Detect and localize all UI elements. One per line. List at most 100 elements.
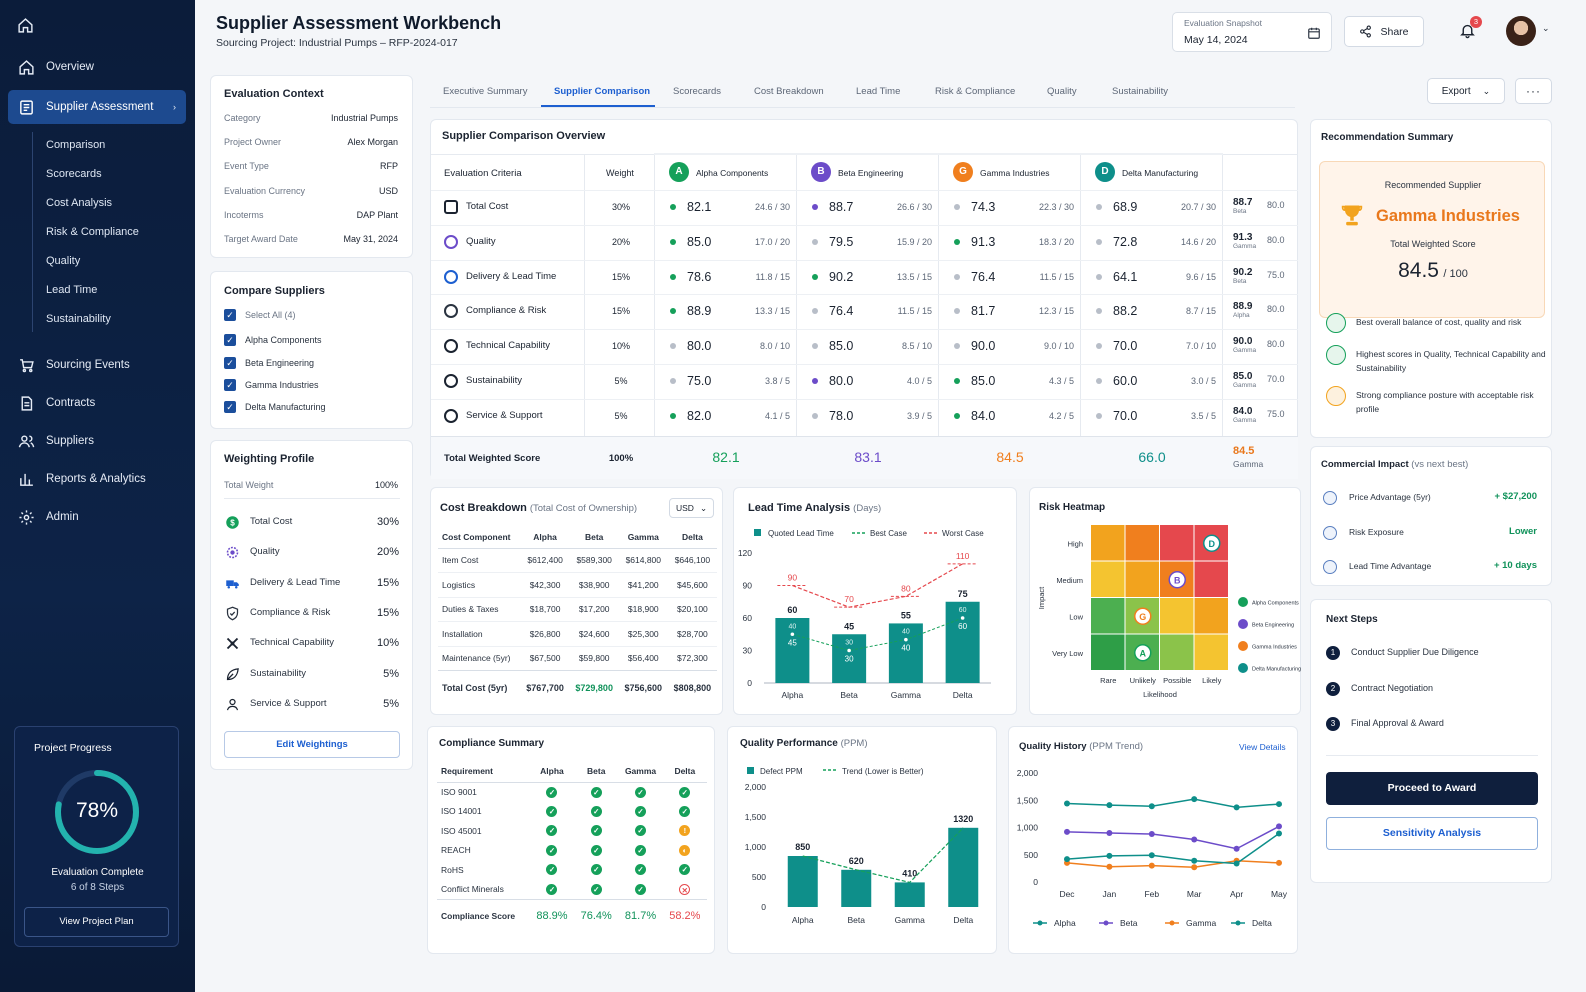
supplier-checkbox[interactable]: ✓: [224, 401, 236, 414]
view-project-plan-button[interactable]: View Project Plan: [24, 907, 169, 937]
worst-case-label: 80: [901, 583, 911, 593]
cost-cell: $26,800: [520, 621, 570, 646]
sidebar-subitem-risk-compliance[interactable]: Risk & Compliance: [46, 226, 139, 238]
compliance-header: Requirement: [437, 760, 530, 783]
quality-history-chart: 0 500 1,000 1,500 2,000 Dec Jan Feb Mar Apr May Alp…: [1017, 768, 1288, 928]
total-score-value: 84.5: [1398, 259, 1439, 282]
worst-case-line: [792, 563, 963, 608]
risk-marker[interactable]: [1134, 644, 1152, 662]
y-tick: 2,000: [1017, 768, 1039, 778]
share-button[interactable]: Share: [1344, 16, 1424, 47]
target-score: 80.0: [1267, 304, 1285, 315]
sidebar-subitem-scorecards[interactable]: Scorecards: [46, 168, 102, 180]
legend-swatch: [1169, 920, 1175, 926]
tab-sustainability[interactable]: Sustainability: [1112, 86, 1168, 97]
legend-label: Alpha: [1054, 918, 1076, 928]
sidebar-item-overview[interactable]: Overview: [8, 50, 186, 84]
criteria-label: Service & Support: [466, 409, 543, 421]
select-all-checkbox[interactable]: ✓: [224, 309, 236, 321]
weight-label: Quality: [250, 546, 280, 558]
supplier-checkbox[interactable]: ✓: [224, 334, 236, 347]
supplier-checkbox[interactable]: ✓: [224, 378, 236, 391]
tab-risk-compliance[interactable]: Risk & Compliance: [935, 86, 1016, 97]
view-details-link[interactable]: View Details: [1239, 742, 1286, 752]
tab-lead-time[interactable]: Lead Time: [856, 86, 901, 97]
weighted-points: 8.7 / 15: [1185, 306, 1216, 317]
sidebar-subitem-cost-analysis[interactable]: Cost Analysis: [46, 197, 113, 209]
sidebar-item-suppliers[interactable]: Suppliers: [8, 424, 186, 458]
score-indicator-dot: [954, 238, 960, 245]
compliance-score: 58.2%: [662, 898, 707, 933]
tab-supplier-comparison[interactable]: Supplier Comparison: [554, 86, 651, 97]
risk-marker[interactable]: [1134, 607, 1152, 625]
trophy-icon: [1341, 205, 1363, 226]
weighted-points: 12.3 / 15: [1038, 306, 1074, 317]
check-icon: ✓: [679, 786, 691, 798]
cost-cell: $25,300: [618, 621, 668, 646]
sidebar-item-label: Supplier Assessment: [46, 101, 154, 113]
sidebar-item-sourcing-events[interactable]: Sourcing Events: [8, 348, 186, 382]
tab-quality[interactable]: Quality: [1047, 86, 1077, 97]
sidebar-item-supplier-assessment[interactable]: Supplier Assessment ›: [8, 90, 186, 124]
export-button[interactable]: Export ⌄: [1427, 78, 1505, 104]
sidebar-item-contracts[interactable]: Contracts: [8, 386, 186, 420]
risk-marker[interactable]: [1203, 534, 1221, 552]
snapshot-picker[interactable]: Evaluation Snapshot May 14, 2024: [1172, 12, 1332, 52]
defect-bar: [948, 827, 979, 907]
total-weighted-score: 83.1: [854, 449, 882, 465]
score-indicator-dot: [1096, 412, 1102, 419]
best-supplier: Gamma: [1233, 416, 1257, 424]
sidebar-item-label: Suppliers: [46, 435, 94, 447]
notification-badge: 3: [1470, 16, 1482, 28]
sidebar-subitem-lead-time[interactable]: Lead Time: [46, 284, 98, 296]
requirement-label: ISO 45001: [441, 825, 482, 836]
cost-note: (Total Cost of Ownership): [529, 503, 638, 514]
x-tick: Beta: [848, 915, 866, 925]
more-button[interactable]: ···: [1515, 78, 1552, 104]
legend-label: Gamma: [1186, 918, 1217, 928]
y-tick: 0: [1033, 877, 1038, 887]
sidebar-item-reports[interactable]: Reports & Analytics: [8, 462, 186, 496]
target-score: 75.0: [1267, 408, 1285, 419]
risk-marker[interactable]: [1168, 571, 1186, 589]
compliance-summary-card: Compliance Summary Requirement Alpha Beta G…: [427, 726, 715, 954]
shield-icon: [444, 304, 458, 319]
currency-select[interactable]: USD ⌄: [669, 498, 714, 518]
sidebar-subitem-quality[interactable]: Quality: [46, 255, 81, 267]
history-point: [1276, 830, 1282, 837]
x-tick: Apr: [1230, 889, 1243, 899]
tab-scorecards[interactable]: Scorecards: [673, 86, 722, 97]
sidebar-subitem-sustainability[interactable]: Sustainability: [46, 313, 111, 325]
cost-cell: $59,800: [569, 645, 619, 671]
notifications-button[interactable]: 3: [1459, 16, 1482, 42]
history-point: [1064, 828, 1070, 835]
legend-label: Delta: [1252, 918, 1272, 928]
sensitivity-analysis-button[interactable]: Sensitivity Analysis: [1326, 817, 1538, 850]
history-point: [1064, 856, 1070, 863]
likelihood-level-label: Possible: [1163, 676, 1191, 685]
step-label: Contract Negotiation: [1351, 682, 1434, 693]
badge-icon: [444, 234, 458, 249]
tab-executive-summary[interactable]: Executive Summary: [443, 86, 528, 97]
cost-cell: Duties & Taxes: [438, 596, 521, 622]
sidebar-subitem-comparison[interactable]: Comparison: [46, 139, 106, 151]
lead-time-note: (Days): [853, 503, 882, 514]
weight-label: Sustainability: [250, 667, 306, 679]
score-indicator-dot: [812, 238, 818, 245]
bar-value-label: 620: [849, 856, 864, 866]
weight-header: Weight: [606, 168, 634, 178]
risk-marker-letter: G: [1139, 612, 1146, 622]
criteria-score: 84.0: [971, 408, 996, 423]
chevron-down-icon[interactable]: ⌄: [1542, 23, 1550, 33]
sidebar-item-admin[interactable]: Admin: [8, 500, 186, 534]
avatar[interactable]: [1506, 16, 1536, 46]
home-icon[interactable]: [17, 17, 34, 39]
cost-total-cell: Total Cost (5yr): [438, 670, 521, 705]
supplier-checkbox[interactable]: ✓: [224, 356, 236, 369]
proceed-to-award-button[interactable]: Proceed to Award: [1326, 772, 1538, 805]
checkbox-label: Select All (4): [245, 310, 296, 320]
overview-title: Supplier Comparison Overview: [442, 130, 606, 142]
edit-weightings-button[interactable]: Edit Weightings: [224, 731, 400, 758]
weighted-points: 17.0 / 20: [754, 236, 790, 247]
tab-cost-breakdown[interactable]: Cost Breakdown: [754, 86, 824, 97]
